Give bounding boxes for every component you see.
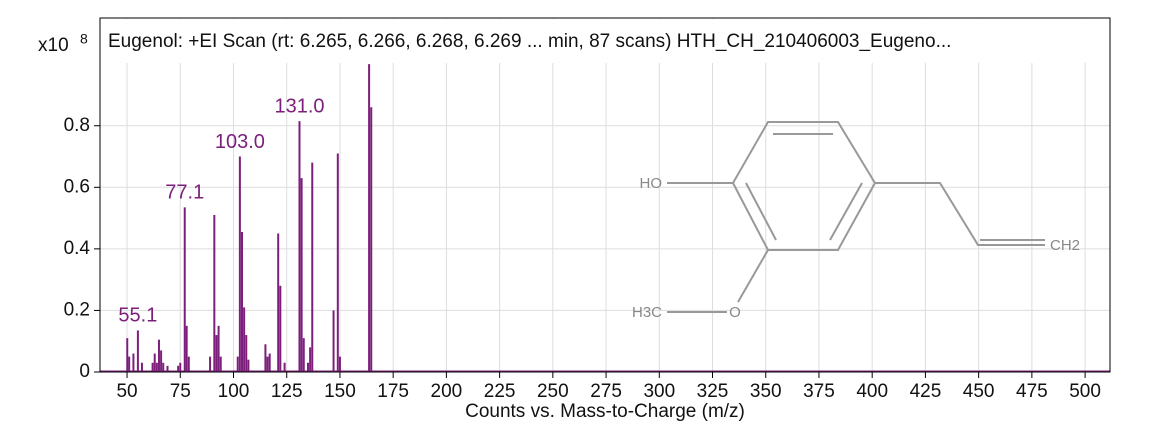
atom-label: H3C bbox=[632, 304, 662, 321]
peak-label: 77.1 bbox=[165, 182, 204, 204]
double-bond bbox=[745, 182, 777, 241]
x-tick-label: 175 bbox=[377, 381, 409, 402]
atom-label: CH2 bbox=[1050, 237, 1080, 254]
y-tick-label: 0.4 bbox=[64, 238, 91, 259]
y-multiplier: x10 bbox=[38, 35, 69, 56]
peak-label: 55.1 bbox=[118, 305, 157, 327]
x-tick-label: 275 bbox=[590, 381, 622, 402]
chart-title: Eugenol: +EI Scan (rt: 6.265, 6.266, 6.2… bbox=[108, 31, 951, 52]
atom-label: O bbox=[729, 304, 741, 321]
x-tick-label: 250 bbox=[537, 381, 569, 402]
x-tick-label: 450 bbox=[963, 381, 995, 402]
x-tick-label: 375 bbox=[803, 381, 835, 402]
x-tick-label: 500 bbox=[1069, 381, 1101, 402]
molecule bbox=[667, 121, 1045, 313]
y-tick-label: 0.2 bbox=[64, 299, 90, 320]
x-tick-label: 200 bbox=[431, 381, 463, 402]
y-exponent: 8 bbox=[80, 31, 88, 47]
x-axis-label: Counts vs. Mass-to-Charge (m/z) bbox=[465, 401, 745, 422]
peak-label: 103.0 bbox=[215, 131, 265, 153]
benzene-ring bbox=[731, 121, 877, 251]
x-tick-label: 125 bbox=[271, 381, 303, 402]
atom-label: HO bbox=[640, 175, 663, 192]
plot-frame bbox=[99, 17, 1111, 373]
x-tick-label: 300 bbox=[643, 381, 675, 402]
x-tick-label: 150 bbox=[324, 381, 356, 402]
x-tick-label: 325 bbox=[697, 381, 729, 402]
x-tick-label: 50 bbox=[116, 381, 137, 402]
title-box bbox=[102, 19, 1108, 63]
x-tick-label: 225 bbox=[484, 381, 516, 402]
y-tick-label: 0.8 bbox=[64, 115, 90, 136]
peak-label: 131.0 bbox=[274, 95, 324, 117]
x-tick-label: 100 bbox=[218, 381, 250, 402]
x-tick-label: 400 bbox=[856, 381, 888, 402]
x-tick-label: 75 bbox=[170, 381, 191, 402]
plot: 0 0.2 0.4 0.6 0.8 50 75 100 125 150 175 200 225 250 27… bbox=[38, 17, 1111, 422]
bond bbox=[875, 182, 1045, 246]
x-tick-label: 350 bbox=[750, 381, 782, 402]
x-tick-label: 425 bbox=[910, 381, 942, 402]
x-tick-label: 475 bbox=[1016, 381, 1048, 402]
y-tick-label: 0.6 bbox=[64, 176, 90, 197]
double-bond bbox=[829, 182, 863, 241]
y-tick-label: 0 bbox=[79, 361, 90, 382]
bond bbox=[737, 249, 769, 303]
